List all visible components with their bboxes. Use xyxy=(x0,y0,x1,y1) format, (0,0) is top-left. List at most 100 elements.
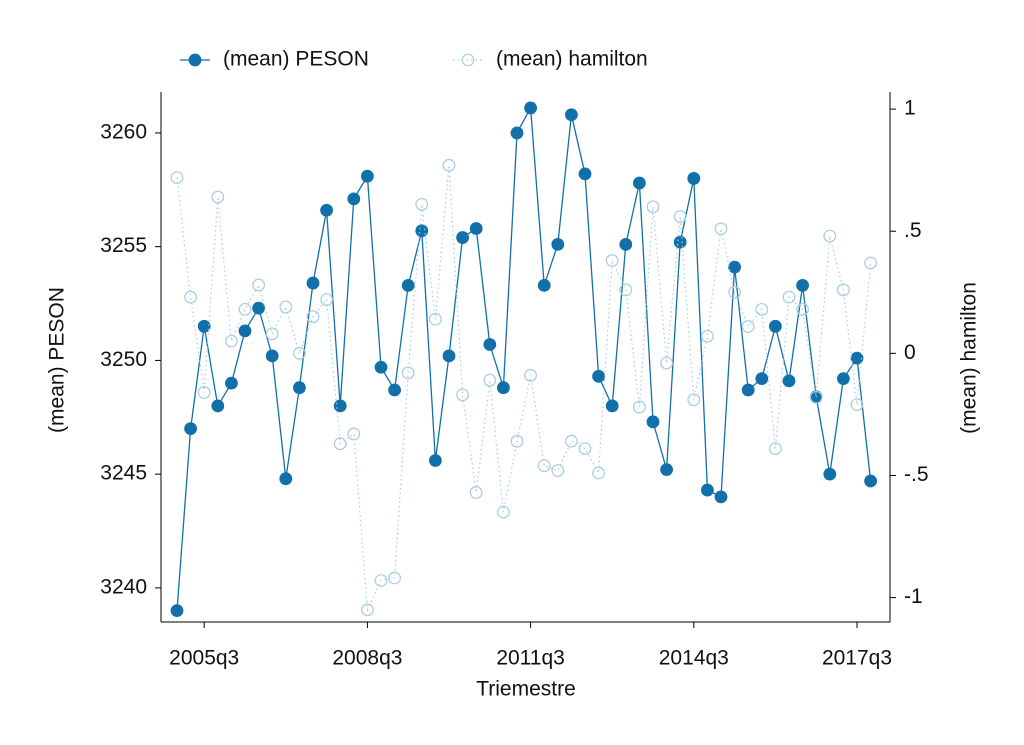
point xyxy=(728,260,741,274)
point xyxy=(265,349,279,363)
y2-tick-label: -.5 xyxy=(904,463,929,486)
point xyxy=(633,400,646,414)
point xyxy=(197,386,211,399)
point xyxy=(592,369,605,383)
point xyxy=(265,327,279,341)
point xyxy=(483,338,497,351)
x-tick-label: 2011q3 xyxy=(496,647,565,670)
point xyxy=(646,415,660,429)
point xyxy=(347,427,361,441)
point xyxy=(469,222,483,235)
point xyxy=(565,108,578,122)
point xyxy=(170,171,184,184)
point xyxy=(864,474,877,488)
y-tick-label: 3240 xyxy=(100,575,147,598)
point xyxy=(660,463,673,476)
point xyxy=(252,301,266,315)
point xyxy=(510,434,524,448)
point xyxy=(605,399,619,413)
point xyxy=(524,368,537,382)
y-tick-label: 3260 xyxy=(100,120,147,143)
y2-tick-label: 0 xyxy=(904,341,916,364)
point xyxy=(578,167,592,181)
point xyxy=(578,442,592,455)
point xyxy=(401,366,415,380)
y-tick-label: 3255 xyxy=(100,234,147,257)
point xyxy=(592,466,605,480)
point xyxy=(850,351,864,365)
point xyxy=(537,459,551,473)
series-line xyxy=(176,105,872,611)
y-tick-label: 3250 xyxy=(100,348,147,371)
point xyxy=(497,381,510,395)
x-axis-title: Triemestre xyxy=(476,678,576,701)
legend-label: (mean) PESON xyxy=(223,48,369,71)
point xyxy=(442,158,456,172)
point xyxy=(565,434,578,448)
point xyxy=(741,383,755,397)
point xyxy=(673,235,687,249)
x-tick-label: 2014q3 xyxy=(659,647,729,670)
point xyxy=(714,222,728,236)
point xyxy=(510,126,524,140)
x-tick-label: 2008q3 xyxy=(332,647,402,670)
point xyxy=(306,276,320,290)
point xyxy=(701,329,714,343)
point xyxy=(796,278,809,292)
point xyxy=(429,312,442,326)
point xyxy=(347,192,361,206)
point xyxy=(401,278,415,292)
point xyxy=(224,334,238,348)
point xyxy=(469,486,483,499)
point xyxy=(456,388,470,402)
point xyxy=(361,169,374,183)
point xyxy=(211,190,225,204)
point xyxy=(796,302,809,316)
legend-marker xyxy=(461,53,475,67)
series-line xyxy=(176,165,872,613)
point xyxy=(660,356,673,370)
point xyxy=(524,101,537,115)
point xyxy=(497,505,510,519)
point xyxy=(388,383,402,397)
x-tick-label: 2017q3 xyxy=(822,647,892,670)
point xyxy=(755,302,769,316)
point xyxy=(238,324,252,338)
point xyxy=(320,293,334,307)
point xyxy=(687,172,701,185)
point xyxy=(755,372,769,386)
point xyxy=(619,238,633,251)
point xyxy=(197,319,211,333)
y2-tick-label: .5 xyxy=(904,219,922,242)
point xyxy=(769,319,782,333)
point xyxy=(837,372,850,386)
point xyxy=(809,390,823,404)
point xyxy=(483,373,497,387)
point xyxy=(279,472,293,486)
point xyxy=(619,283,633,297)
point xyxy=(415,197,429,211)
point xyxy=(374,574,388,587)
point xyxy=(184,290,198,304)
point xyxy=(184,422,198,436)
y2-tick-label: -1 xyxy=(904,585,923,608)
point xyxy=(537,278,551,292)
point xyxy=(361,603,374,617)
y-axis-title: (mean) PESON xyxy=(46,287,69,433)
point xyxy=(415,224,429,238)
point xyxy=(224,376,238,390)
y-tick-label: 3245 xyxy=(100,462,147,485)
point xyxy=(673,210,687,223)
y2-axis-title: (mean) hamilton xyxy=(958,282,981,434)
legend-marker xyxy=(188,53,202,67)
point xyxy=(701,483,714,497)
point xyxy=(252,278,266,292)
point xyxy=(823,229,837,243)
point xyxy=(728,285,741,299)
point xyxy=(850,398,864,412)
point xyxy=(782,290,796,304)
point xyxy=(238,302,252,316)
point xyxy=(646,200,660,214)
point xyxy=(605,254,619,267)
